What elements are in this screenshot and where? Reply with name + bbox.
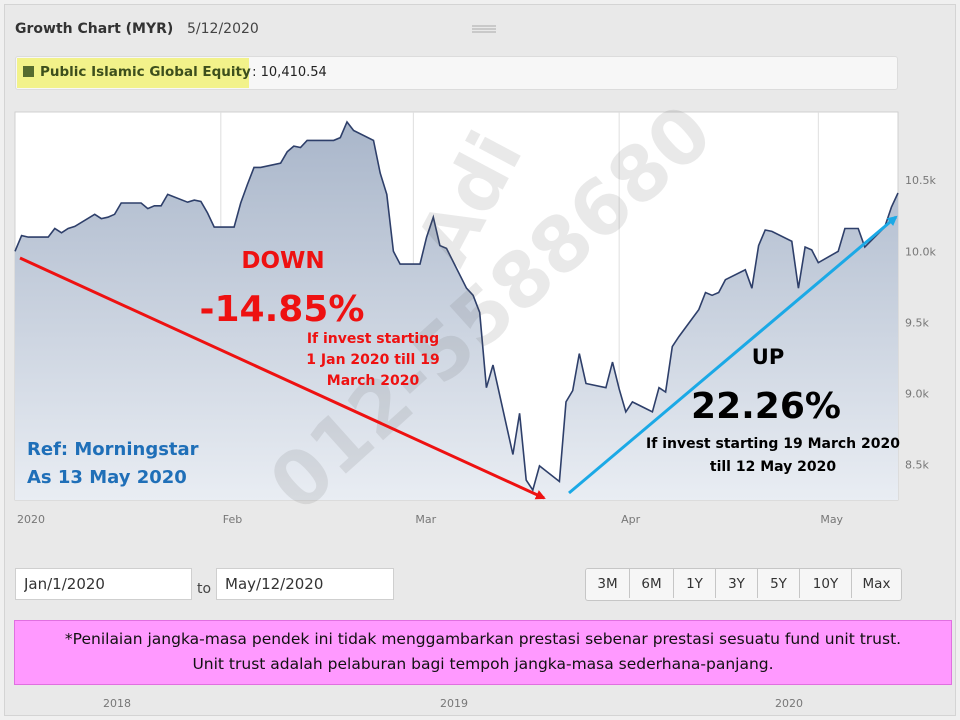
navigator-year-2018[interactable]: 2018	[103, 697, 131, 710]
period-button-max[interactable]: Max	[852, 569, 901, 598]
y-tick-label: 10.0k	[905, 245, 936, 258]
y-axis-ticks: 8.5k 9.0k 9.5k 10.0k 10.5k	[905, 174, 936, 471]
period-button-3y[interactable]: 3Y	[716, 569, 758, 598]
period-button-group: 3M 6M 1Y 3Y 5Y 10Y Max	[585, 568, 902, 601]
period-button-5y[interactable]: 5Y	[758, 569, 800, 598]
x-axis-ticks: 2020 Feb Mar Apr May	[17, 513, 844, 526]
up-note-line-2: till 12 May 2020	[710, 459, 836, 475]
down-note-line-2: 1 Jan 2020 till 19	[306, 352, 439, 368]
series-line[interactable]	[14, 120, 899, 493]
disclaimer-line-1: *Penilaian jangka-masa pendek ini tidak …	[64, 630, 902, 648]
x-tick-label: Mar	[415, 513, 436, 526]
legend-highlight	[17, 58, 249, 88]
y-tick-label: 9.5k	[905, 316, 929, 329]
legend-fund-name[interactable]: Public Islamic Global Equity	[40, 64, 251, 80]
legend-swatch	[23, 66, 34, 77]
up-arrow	[568, 215, 898, 495]
chart-date: 5/12/2020	[187, 21, 259, 37]
legend-fund-value: : 10,410.54	[248, 65, 327, 80]
period-button-1y[interactable]: 1Y	[674, 569, 716, 598]
down-note-line-1: If invest starting	[307, 331, 439, 347]
disclaimer-note: *Penilaian jangka-masa pendek ini tidak …	[14, 620, 952, 685]
period-button-10y[interactable]: 10Y	[800, 569, 852, 598]
down-note-line-3: March 2020	[327, 373, 420, 389]
down-percent: -14.85%	[200, 289, 365, 330]
navigator-year-2020[interactable]: 2020	[775, 697, 803, 710]
range-to-input[interactable]	[216, 568, 394, 600]
series-area	[15, 121, 898, 501]
y-tick-label: 9.0k	[905, 387, 929, 400]
disclaimer-line-2: Unit trust adalah pelaburan bagi tempoh …	[192, 655, 774, 673]
x-tick-label: 2020	[17, 513, 45, 526]
ref-date: As 13 May 2020	[27, 467, 187, 488]
period-button-6m[interactable]: 6M	[630, 569, 674, 598]
up-percent: 22.26%	[691, 386, 841, 427]
navigator-year-2019[interactable]: 2019	[440, 697, 468, 710]
range-to-label: to	[197, 581, 212, 597]
down-label: DOWN	[241, 248, 324, 274]
y-tick-label: 8.5k	[905, 458, 929, 471]
up-note-line-1: If invest starting 19 March 2020	[646, 436, 900, 452]
ref-source: Ref: Morningstar	[27, 439, 199, 460]
x-tick-label: Feb	[223, 513, 242, 526]
down-arrow	[19, 256, 546, 500]
period-button-3m[interactable]: 3M	[586, 569, 630, 598]
x-tick-label: Apr	[621, 513, 641, 526]
up-label: UP	[752, 345, 784, 369]
drag-handle-icon[interactable]	[472, 25, 496, 33]
chart-title: Growth Chart (MYR)	[15, 21, 174, 37]
range-from-input[interactable]	[15, 568, 192, 600]
y-tick-label: 10.5k	[905, 174, 936, 187]
x-tick-label: May	[820, 513, 843, 526]
legend-bar: Public Islamic Global Equity : 10,410.54	[15, 56, 898, 90]
